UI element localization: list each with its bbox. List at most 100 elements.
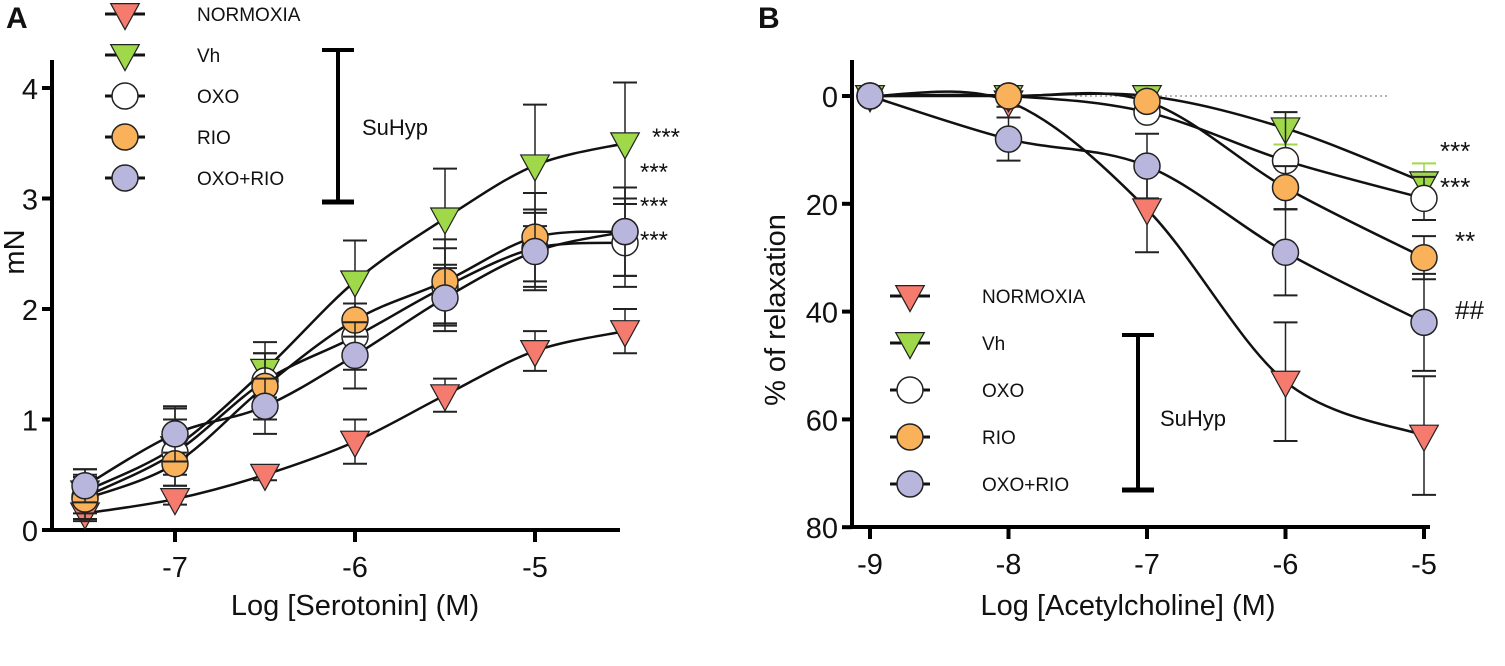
x-tick-label: -9 (857, 549, 883, 581)
suhyp-label: SuHyp (362, 115, 428, 140)
x-axis-title: Log [Serotonin] (M) (231, 590, 479, 622)
data-point-triangle (1270, 370, 1301, 399)
data-point-triangle (339, 270, 371, 299)
data-point-triangle (159, 488, 191, 516)
significance-annotation: *** (1440, 136, 1470, 166)
significance-annotation: *** (652, 124, 680, 151)
x-tick-label: -7 (1134, 549, 1160, 581)
significance-annotation: *** (1440, 172, 1470, 202)
data-point-triangle (609, 320, 641, 348)
data-point-circle (1410, 308, 1438, 337)
data-point-circle (1133, 152, 1161, 180)
y-tick-label: 0 (822, 82, 838, 114)
legend-item: RIO (890, 423, 1016, 451)
y-tick-label: 60 (806, 405, 838, 437)
legend-label: OXO+RIO (197, 169, 284, 190)
significance-annotation: *** (640, 227, 668, 254)
data-point-circle (111, 123, 139, 151)
legend-item: OXO (105, 82, 239, 110)
data-point-circle (896, 376, 924, 404)
data-point-circle (611, 217, 639, 246)
data-point-circle (71, 472, 99, 500)
data-point-triangle (894, 285, 926, 313)
x-tick-label: -8 (996, 549, 1022, 581)
suhyp-label: SuHyp (1160, 406, 1226, 431)
legend-item: NORMOXIA (890, 285, 1086, 313)
series-oxo-rio (856, 82, 1438, 372)
data-point-triangle (894, 332, 926, 360)
data-point-circle (341, 341, 369, 370)
significance-annotation: ## (1455, 295, 1484, 325)
data-point-circle (161, 420, 189, 448)
legend-item: OXO+RIO (105, 164, 284, 192)
data-point-triangle (429, 384, 461, 413)
panel-B: B -9 -8 -7 -6 -5 0 20 40 60 80 Log [Acetylcholine] … (758, 2, 1484, 622)
data-point-triangle (339, 430, 371, 459)
y-tick-label: 4 (22, 74, 38, 106)
legend-item: OXO (890, 376, 1024, 404)
data-point-circle (111, 164, 139, 192)
x-tick-label: -5 (1411, 549, 1437, 581)
data-point-circle (1271, 173, 1300, 202)
data-point-circle (1410, 184, 1438, 213)
y-tick-label: 0 (22, 516, 38, 548)
y-tick-label: 2 (22, 295, 38, 327)
significance-annotation: ** (1455, 226, 1475, 256)
data-point-triangle (609, 132, 641, 161)
data-point-triangle (429, 207, 461, 236)
significance-annotation: *** (640, 159, 668, 186)
y-tick-label: 80 (806, 513, 838, 545)
data-point-circle (896, 470, 924, 498)
data-point-triangle (249, 463, 281, 492)
x-tick-label: -6 (342, 552, 368, 584)
data-point-triangle (109, 2, 141, 31)
legend: NORMOXIA Vh OXO RIO OXO+RIO (890, 285, 1086, 498)
y-tick-label: 3 (22, 185, 38, 217)
data-point-circle (1410, 243, 1438, 272)
data-point-circle (994, 125, 1023, 153)
legend-label: NORMOXIA (197, 5, 301, 26)
legend: NORMOXIA Vh OXO RIO OXO+RIO (105, 2, 301, 192)
legend-label: OXO (982, 381, 1024, 402)
data-point-circle (856, 82, 884, 110)
legend-item: OXO+RIO (890, 470, 1069, 498)
data-point-triangle (519, 339, 551, 368)
y-axis-title: % of relaxation (760, 214, 792, 406)
legend-label: Vh (197, 46, 220, 67)
panel-label: A (6, 2, 28, 35)
legend-label: OXO+RIO (982, 475, 1069, 496)
data-point-circle (111, 82, 139, 110)
legend-label: OXO (197, 87, 239, 108)
data-point-circle (1133, 87, 1161, 116)
legend-label: RIO (197, 128, 231, 149)
legend-item: Vh (890, 332, 1005, 360)
x-axis-title: Log [Acetylcholine] (M) (981, 590, 1276, 622)
y-axis-title: mN (0, 229, 31, 274)
x-tick-label: -7 (162, 552, 188, 584)
data-point-circle (251, 392, 279, 420)
y-tick-label: 1 (22, 406, 38, 438)
legend-label: NORMOXIA (982, 287, 1086, 308)
legend-label: RIO (982, 428, 1016, 449)
series-oxo-rio (71, 186, 639, 504)
data-point-triangle (519, 154, 551, 183)
data-point-circle (994, 82, 1023, 110)
data-point-triangle (109, 43, 141, 72)
x-tick-label: -5 (522, 552, 548, 584)
data-point-circle (1271, 238, 1300, 267)
data-point-circle (896, 423, 924, 451)
legend-item: RIO (105, 123, 231, 151)
y-tick-label: 20 (806, 190, 838, 222)
panel-A: A -7 -6 -5 0 1 2 3 4 Log [Serotonin] (M) mN NORMOXI… (0, 2, 680, 622)
data-point-triangle (1408, 424, 1440, 453)
data-point-circle (431, 284, 459, 312)
legend-item: NORMOXIA (105, 2, 301, 31)
y-tick-label: 40 (806, 298, 838, 330)
panel-label: B (758, 2, 780, 35)
legend-label: Vh (982, 334, 1005, 355)
x-tick-label: -6 (1273, 549, 1299, 581)
legend-item: Vh (105, 43, 220, 72)
data-point-circle (521, 237, 549, 266)
significance-annotation: *** (640, 193, 668, 220)
